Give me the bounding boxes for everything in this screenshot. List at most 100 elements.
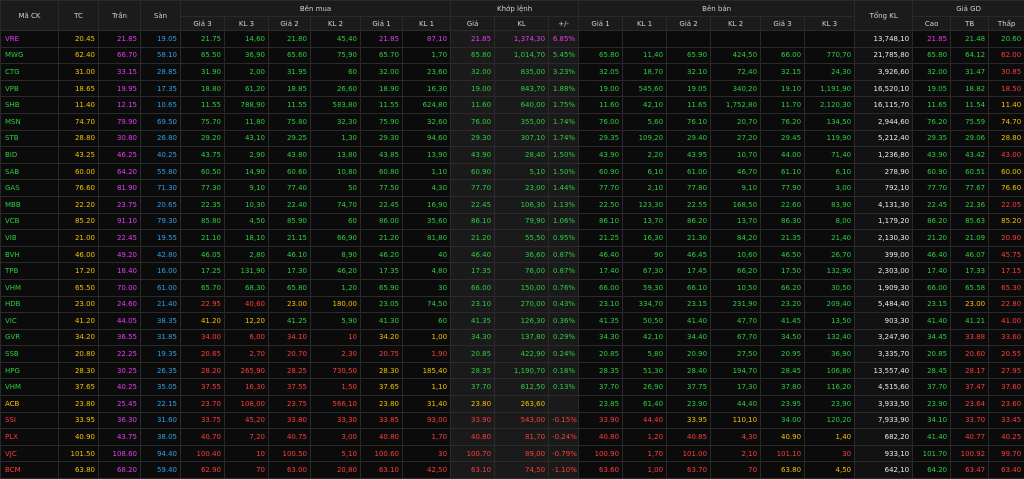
symbol-cell[interactable]: SAB (1, 163, 59, 180)
header-sell-col[interactable]: Giá 2 (667, 17, 711, 31)
buy-price-3: 75.70 (181, 113, 225, 130)
header-buy-col[interactable]: KL 3 (225, 17, 269, 31)
symbol-cell[interactable]: BVH (1, 246, 59, 263)
sell-vol-3: 1,40 (805, 429, 855, 446)
symbol-cell[interactable]: SSB (1, 346, 59, 363)
symbol-cell[interactable]: SSI (1, 412, 59, 429)
sell-vol-1: 59,30 (623, 279, 667, 296)
symbol-cell[interactable]: MSN (1, 113, 59, 130)
symbol-cell[interactable]: STB (1, 130, 59, 147)
header-floor[interactable]: Sàn (141, 1, 181, 31)
header-price-col[interactable]: Thấp (989, 17, 1024, 31)
ceiling-price: 18.40 (99, 263, 141, 280)
header-ref[interactable]: TC (59, 1, 99, 31)
high-price: 101.70 (913, 445, 951, 462)
buy-price-1: 21.85 (361, 31, 403, 48)
sell-vol-1: 42,10 (623, 97, 667, 114)
symbol-cell[interactable]: BID (1, 147, 59, 164)
symbol-cell[interactable]: VCB (1, 213, 59, 230)
symbol-cell[interactable]: VIB (1, 230, 59, 247)
buy-vol-3: 43,10 (225, 130, 269, 147)
symbol-cell[interactable]: VPB (1, 80, 59, 97)
header-sell-col[interactable]: Giá 3 (761, 17, 805, 31)
symbol-cell[interactable]: VRE (1, 31, 59, 48)
header-buy-col[interactable]: Giá 1 (361, 17, 403, 31)
high-price: 11.65 (913, 97, 951, 114)
header-buy-col[interactable]: KL 1 (403, 17, 451, 31)
header-sell-col[interactable]: KL 2 (711, 17, 761, 31)
match-vol: 28,40 (495, 147, 549, 164)
symbol-cell[interactable]: ACB (1, 396, 59, 413)
symbol-cell[interactable]: PLX (1, 429, 59, 446)
buy-vol-2: 8,90 (311, 246, 361, 263)
header-price-col[interactable]: TB (951, 17, 989, 31)
buy-vol-1: 4,30 (403, 180, 451, 197)
header-match-col[interactable]: +/- (549, 17, 579, 31)
header-sell-col[interactable]: KL 1 (623, 17, 667, 31)
header-sell-col[interactable]: Giá 1 (579, 17, 623, 31)
header-match-col[interactable]: Giá (451, 17, 495, 31)
symbol-cell[interactable]: TPB (1, 263, 59, 280)
buy-price-2: 20.70 (269, 346, 311, 363)
buy-price-3: 20.65 (181, 346, 225, 363)
symbol-cell[interactable]: VHM (1, 379, 59, 396)
symbol-cell[interactable]: VIC (1, 313, 59, 330)
header-price-group: Giá GD (913, 1, 1024, 17)
buy-vol-1: 31,40 (403, 396, 451, 413)
symbol-cell[interactable]: GVR (1, 329, 59, 346)
header-total-volume[interactable]: Tổng KL (855, 1, 913, 31)
header-sell-col[interactable]: KL 3 (805, 17, 855, 31)
match-price: 77.70 (451, 180, 495, 197)
header-price-col[interactable]: Cao (913, 17, 951, 31)
symbol-cell[interactable]: MWG (1, 47, 59, 64)
symbol-cell[interactable]: BCM (1, 462, 59, 479)
header-ceiling[interactable]: Trần (99, 1, 141, 31)
sell-vol-2: 9,10 (711, 180, 761, 197)
symbol-cell[interactable]: SHB (1, 97, 59, 114)
header-buy-col[interactable]: Giá 2 (269, 17, 311, 31)
symbol-cell[interactable]: VJC (1, 445, 59, 462)
header-match-col[interactable]: KL (495, 17, 549, 31)
buy-price-1: 65.90 (361, 279, 403, 296)
symbol-cell[interactable]: CTG (1, 64, 59, 81)
symbol-cell[interactable]: HPG (1, 362, 59, 379)
header-buy-group: Bên mua (181, 1, 451, 17)
header-buy-col[interactable]: KL 2 (311, 17, 361, 31)
header-buy-col[interactable]: Giá 3 (181, 17, 225, 31)
symbol-cell[interactable]: HDB (1, 296, 59, 313)
sell-vol-1: 11,40 (623, 47, 667, 64)
header-symbol[interactable]: Mã CK (1, 1, 59, 31)
symbol-cell[interactable]: GAS (1, 180, 59, 197)
symbol-cell[interactable]: MBB (1, 196, 59, 213)
symbol-cell[interactable]: VHM (1, 279, 59, 296)
buy-vol-2: 1,20 (311, 279, 361, 296)
